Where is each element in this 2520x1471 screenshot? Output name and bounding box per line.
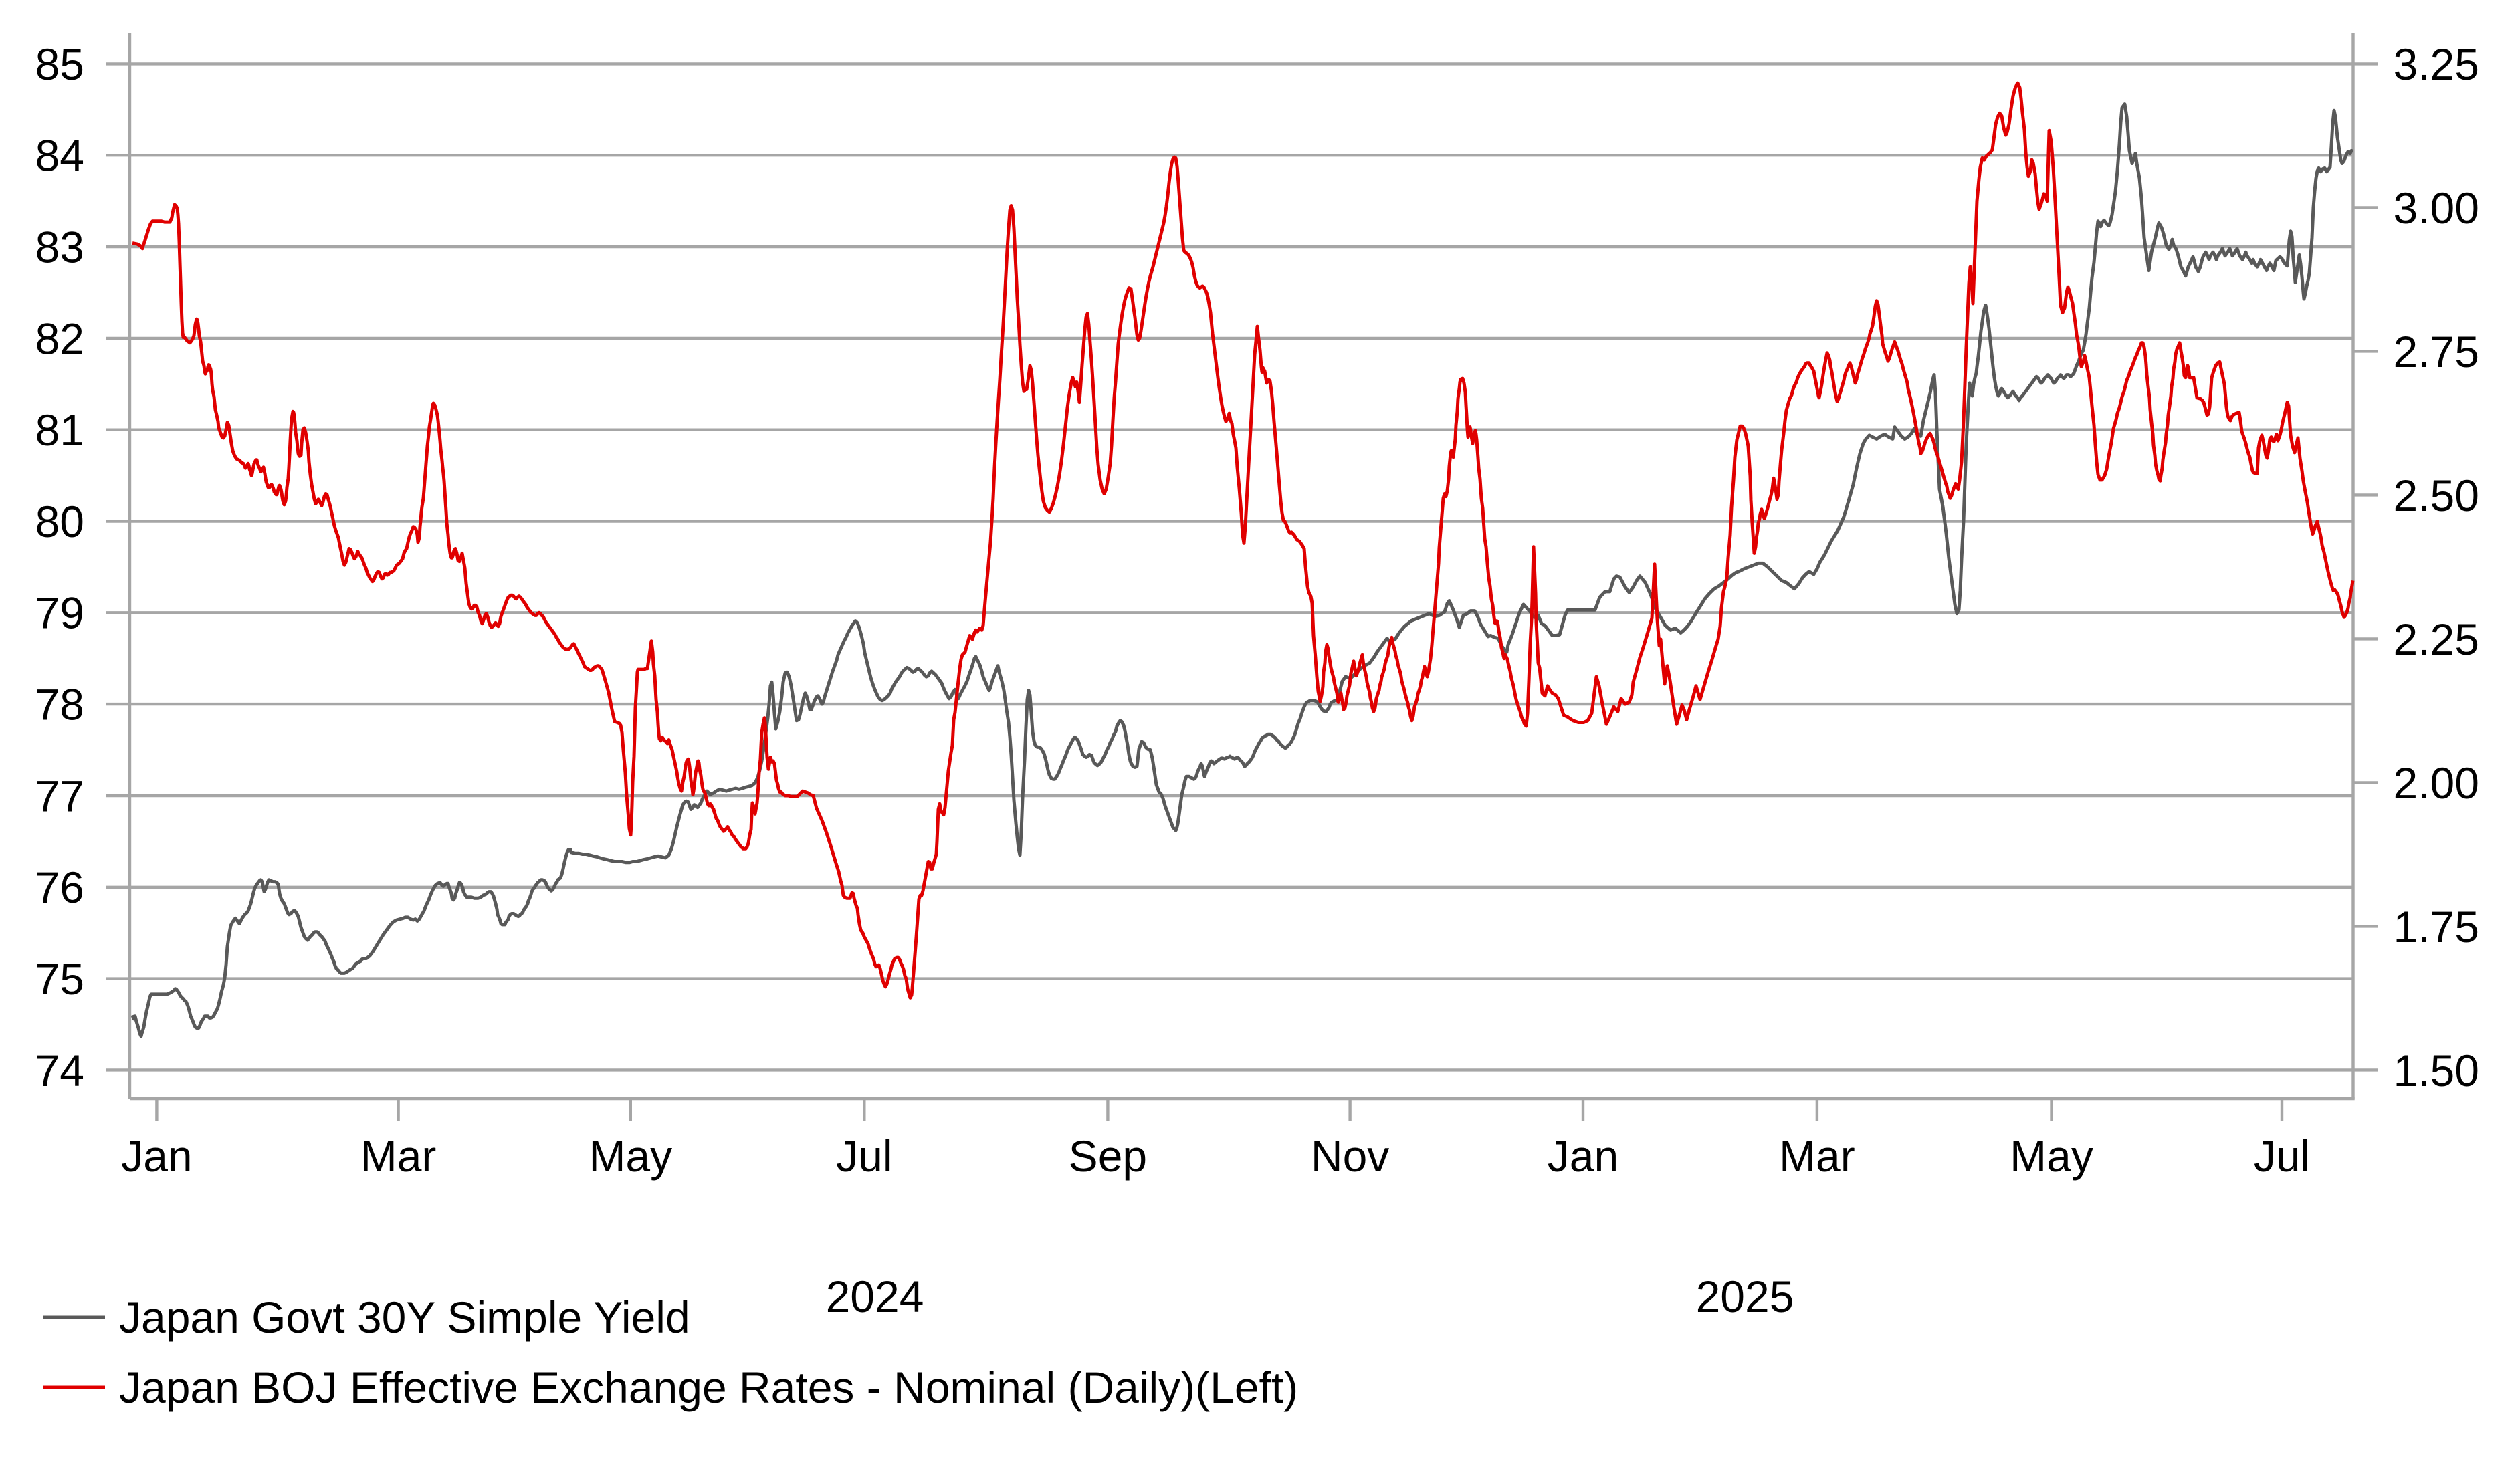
svg-text:2.00: 2.00 bbox=[2394, 758, 2479, 808]
svg-text:1.50: 1.50 bbox=[2394, 1046, 2479, 1095]
svg-text:2025: 2025 bbox=[1696, 1272, 1794, 1321]
svg-text:May: May bbox=[2010, 1131, 2093, 1181]
svg-text:Jul: Jul bbox=[2254, 1131, 2310, 1181]
svg-text:May: May bbox=[589, 1131, 672, 1181]
svg-text:3.25: 3.25 bbox=[2394, 39, 2479, 89]
svg-text:Japan BOJ Effective Exchange R: Japan BOJ Effective Exchange Rates - Nom… bbox=[119, 1363, 1298, 1412]
svg-text:78: 78 bbox=[35, 680, 84, 729]
svg-text:Jul: Jul bbox=[836, 1131, 892, 1181]
svg-text:77: 77 bbox=[35, 771, 84, 820]
svg-text:76: 76 bbox=[35, 863, 84, 912]
svg-text:79: 79 bbox=[35, 588, 84, 638]
svg-text:75: 75 bbox=[35, 954, 84, 1004]
svg-text:82: 82 bbox=[35, 314, 84, 363]
svg-text:74: 74 bbox=[35, 1046, 84, 1095]
svg-text:Mar: Mar bbox=[360, 1131, 437, 1181]
svg-text:2.75: 2.75 bbox=[2394, 327, 2479, 376]
svg-text:85: 85 bbox=[35, 39, 84, 89]
svg-text:Sep: Sep bbox=[1069, 1131, 1147, 1181]
svg-text:Mar: Mar bbox=[1779, 1131, 1855, 1181]
svg-text:Nov: Nov bbox=[1311, 1131, 1389, 1181]
svg-text:2.50: 2.50 bbox=[2394, 471, 2479, 520]
svg-text:83: 83 bbox=[35, 223, 84, 272]
svg-text:1.75: 1.75 bbox=[2394, 902, 2479, 951]
svg-text:Japan Govt 30Y Simple Yield: Japan Govt 30Y Simple Yield bbox=[119, 1292, 690, 1342]
svg-text:2.25: 2.25 bbox=[2394, 614, 2479, 664]
svg-text:80: 80 bbox=[35, 497, 84, 546]
svg-text:3.00: 3.00 bbox=[2394, 183, 2479, 233]
svg-text:2024: 2024 bbox=[826, 1272, 924, 1321]
svg-text:Jan: Jan bbox=[1548, 1131, 1618, 1181]
svg-text:84: 84 bbox=[35, 131, 84, 181]
svg-text:Jan: Jan bbox=[121, 1131, 192, 1181]
svg-text:81: 81 bbox=[35, 405, 84, 455]
